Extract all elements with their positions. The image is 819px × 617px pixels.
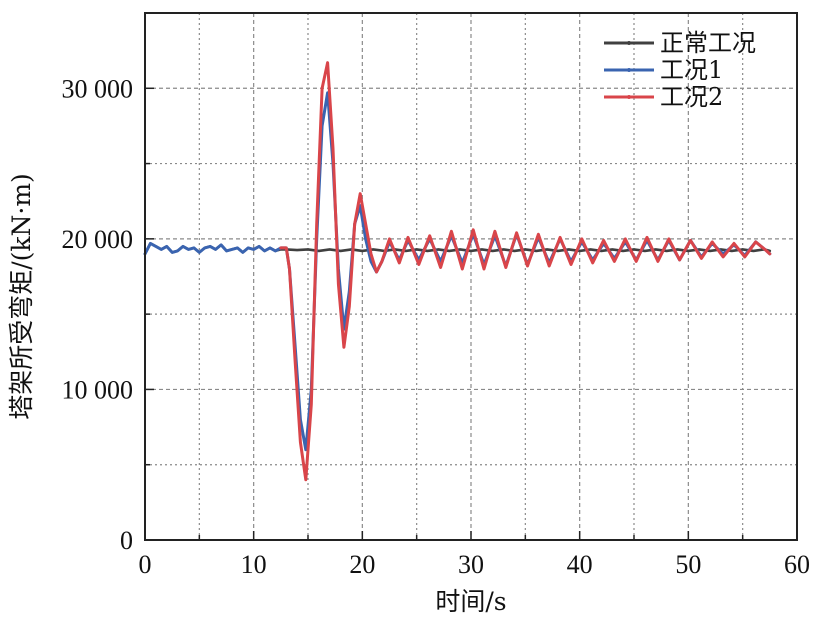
x-tick-label: 50 — [675, 550, 701, 579]
legend-marker — [627, 68, 631, 72]
y-tick-label: 20 000 — [62, 225, 134, 254]
legend-label: 正常工况 — [660, 29, 756, 57]
x-tick-label: 0 — [139, 550, 152, 579]
legend-marker — [627, 95, 631, 99]
y-axis-title: 塔架所受弯矩/(kN·m) — [7, 173, 36, 420]
legend-label: 工况2 — [660, 83, 723, 111]
series-line-1 — [143, 91, 772, 452]
x-tick-label: 60 — [784, 550, 810, 579]
x-tick-label: 20 — [349, 550, 375, 579]
x-axis-title: 时间/s — [435, 587, 506, 616]
axis-ticks: 0 10 20 30 40 50 60 0 10 000 20 000 30 000 — [62, 12, 810, 579]
legend-marker — [627, 41, 631, 45]
x-tick-label: 40 — [567, 550, 593, 579]
series-lines — [143, 61, 772, 482]
y-tick-label: 10 000 — [62, 375, 134, 404]
y-tick-label: 30 000 — [62, 74, 134, 103]
x-tick-label: 30 — [458, 550, 484, 579]
x-tick-label: 10 — [241, 550, 267, 579]
grid — [145, 13, 797, 540]
legend-label: 工况1 — [660, 56, 723, 84]
y-tick-label: 0 — [120, 526, 133, 555]
series-line-2 — [279, 61, 772, 482]
